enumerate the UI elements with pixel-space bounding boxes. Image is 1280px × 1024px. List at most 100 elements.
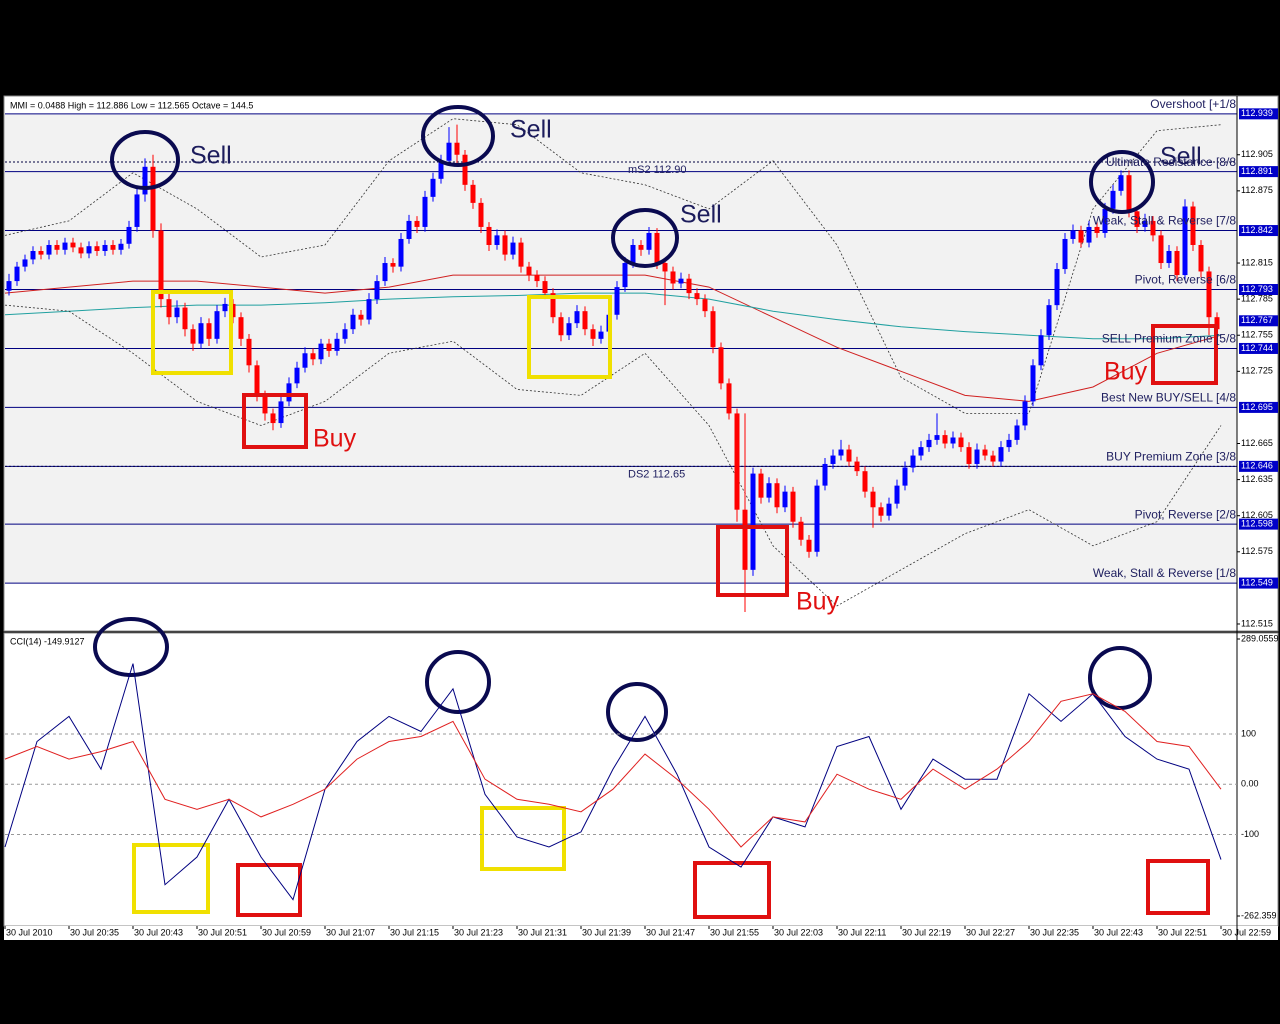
- candle-body: [598, 331, 604, 339]
- cci-label: CCI(14) -149.9127: [10, 636, 85, 646]
- level-price: 112.939: [1241, 108, 1273, 118]
- candle-body: [814, 485, 820, 552]
- indicator-line: [4, 292, 1222, 340]
- candle-body: [414, 220, 420, 227]
- candle-body: [158, 230, 164, 300]
- level-name: Pivot, Reverse [6/8: [1135, 273, 1237, 287]
- cci-tick-label: 289.0559: [1241, 633, 1279, 643]
- candle-body: [190, 329, 196, 344]
- candle-body: [574, 311, 580, 324]
- candle-body: [1046, 305, 1052, 336]
- candle-body: [526, 266, 532, 276]
- annotation: Buy: [796, 588, 840, 616]
- candle-body: [622, 263, 628, 288]
- x-tick-label: 30 Jul 22:27: [966, 927, 1015, 937]
- candle-body: [46, 244, 52, 255]
- level-price-box: [1239, 284, 1278, 296]
- cci-tick-label: -262.359: [1241, 910, 1277, 920]
- level-price: 112.842: [1241, 225, 1273, 235]
- level-name: BUY Premium Zone [3/8: [1106, 450, 1236, 464]
- indicator-line: [4, 274, 1222, 402]
- candle-body: [318, 343, 324, 360]
- candle-body: [1198, 244, 1204, 272]
- level-price: 112.549: [1241, 577, 1273, 587]
- candle-body: [614, 287, 620, 315]
- candle-body: [214, 311, 220, 339]
- candle-body: [654, 232, 660, 264]
- candle-body: [430, 178, 436, 197]
- candle-body: [246, 338, 252, 366]
- candle-body: [734, 413, 740, 510]
- x-tick-label: 30 Jul 21:31: [518, 927, 567, 937]
- candle-body: [790, 491, 796, 522]
- annotation: Sell: [680, 201, 722, 229]
- candle-body: [726, 383, 732, 414]
- candle-body: [510, 242, 516, 255]
- candle-body: [518, 242, 524, 267]
- header: MMI = 0.0488 High = 112.886 Low = 112.56…: [10, 100, 253, 110]
- candle-body: [702, 299, 708, 312]
- candle-body: [958, 437, 964, 448]
- candle-body: [982, 449, 988, 456]
- current-price-box: [1239, 315, 1278, 327]
- x-tick-label: 30 Jul 2010: [6, 927, 53, 937]
- candle-body: [534, 275, 540, 282]
- candle-body: [566, 323, 572, 336]
- candle-body: [358, 314, 364, 320]
- level-price-box: [1239, 401, 1278, 413]
- cci-tick-label: 100: [1241, 728, 1256, 738]
- candle-body: [1182, 206, 1188, 276]
- candle-body: [710, 311, 716, 348]
- candle-body: [934, 435, 940, 440]
- y-tick-label: 112.905: [1241, 149, 1273, 159]
- candle-body: [366, 299, 372, 320]
- candle-body: [398, 238, 404, 267]
- candle-body: [206, 323, 212, 339]
- y-tick-label: 112.635: [1241, 474, 1273, 484]
- candle-body: [542, 281, 548, 294]
- candle-body: [334, 338, 340, 351]
- candle-body: [294, 367, 300, 384]
- candle-body: [118, 243, 124, 250]
- candle-body: [758, 473, 764, 498]
- x-tick-label: 30 Jul 20:35: [70, 927, 119, 937]
- candle-body: [646, 232, 652, 250]
- candle-body: [302, 353, 308, 368]
- candle-body: [550, 293, 556, 318]
- y-tick-label: 112.665: [1241, 438, 1273, 448]
- candle-body: [94, 246, 100, 252]
- x-tick-label: 30 Jul 21:39: [582, 927, 631, 937]
- level-price: 112.598: [1241, 518, 1273, 528]
- indicator-line: [4, 118, 1222, 414]
- y-tick-label: 112.575: [1241, 546, 1273, 556]
- candle-body: [270, 413, 276, 424]
- candle-body: [1062, 238, 1068, 270]
- candle-body: [974, 449, 980, 464]
- candle-body: [502, 235, 508, 255]
- candle-body: [262, 395, 268, 414]
- current-price: 112.767: [1241, 315, 1273, 325]
- x-tick-label: 30 Jul 20:51: [198, 927, 247, 937]
- candle-body: [1134, 211, 1140, 227]
- candle-body: [582, 311, 588, 330]
- level-name: Best New BUY/SELL [4/8: [1101, 391, 1236, 405]
- candle-body: [374, 281, 380, 300]
- x-tick-label: 30 Jul 20:59: [262, 927, 311, 937]
- candle-body: [478, 202, 484, 227]
- candle-body: [1126, 175, 1132, 212]
- circles: [93, 105, 1155, 742]
- level-price-box: [1239, 225, 1278, 237]
- candle-body: [126, 226, 132, 244]
- red-boxes: [236, 324, 1218, 919]
- candle-body: [942, 435, 948, 444]
- candle-body: [1054, 269, 1060, 306]
- candle-body: [1086, 226, 1092, 243]
- candle-body: [1214, 317, 1220, 330]
- y-tick-label: 112.785: [1241, 294, 1273, 304]
- candle-body: [150, 166, 156, 231]
- candle-body: [462, 154, 468, 185]
- candle-body: [1206, 271, 1212, 318]
- candle-body: [494, 235, 500, 245]
- level-price-box: [1239, 518, 1278, 530]
- cci-tick-label: 0.00: [1241, 779, 1259, 789]
